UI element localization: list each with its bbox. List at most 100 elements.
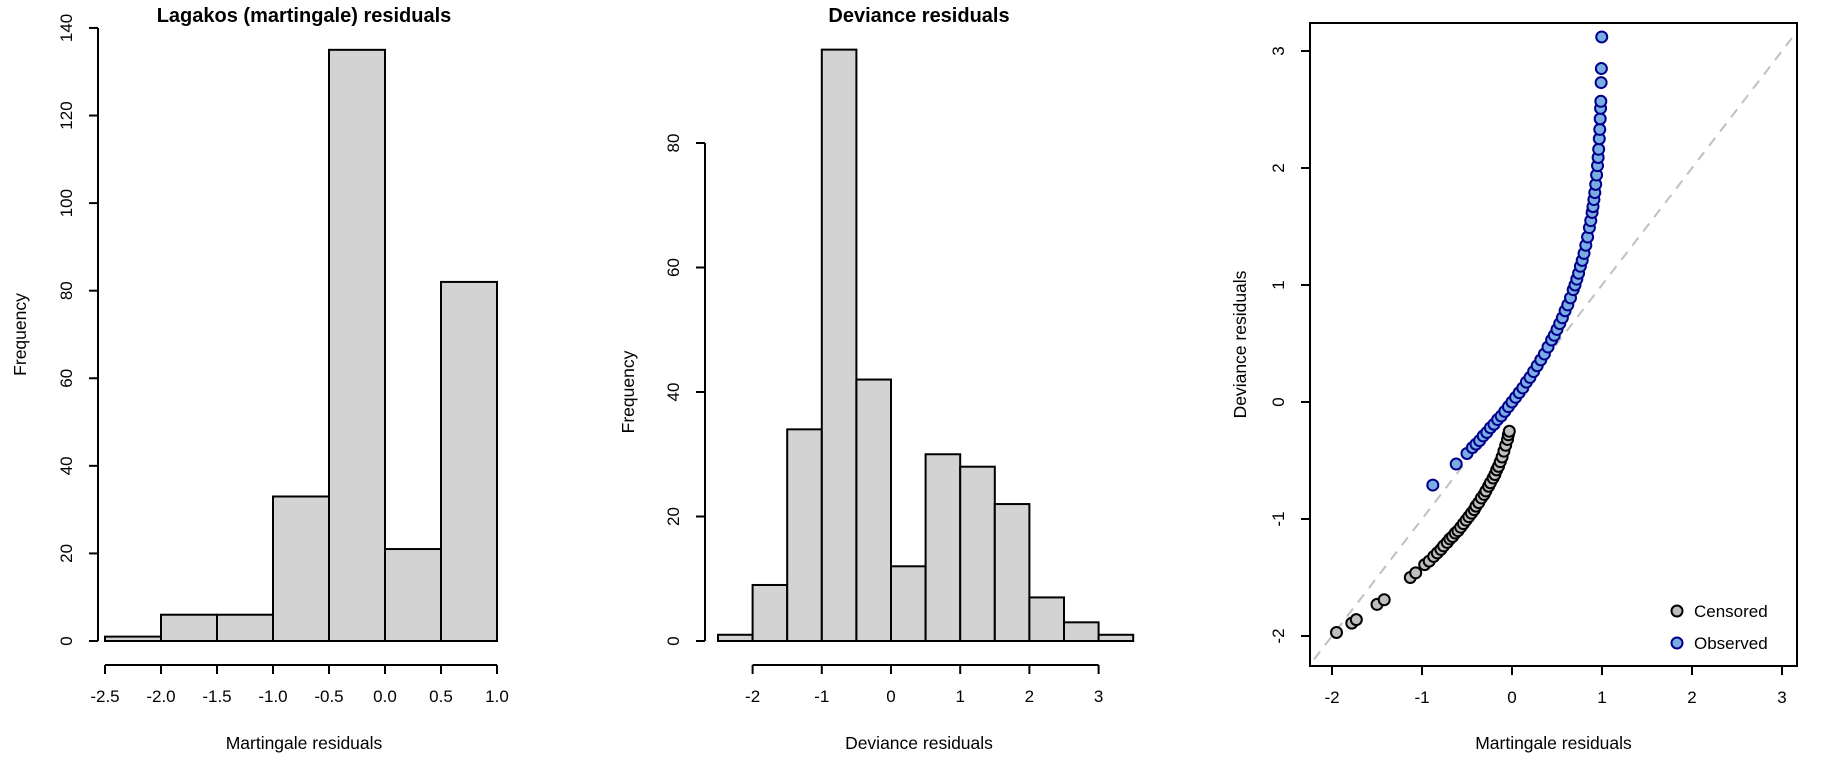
x-tick-label: 1 [955,687,964,706]
histogram-bars [104,48,498,643]
x-tick-label: -2 [1324,688,1339,707]
scatter-point-censored [1349,613,1363,627]
scatter-point-observed [1594,76,1608,90]
y-tick-label: 3 [1269,46,1288,55]
y-tick-label: 80 [57,281,76,300]
scatter-point-observed [1594,94,1608,108]
x-tick-label: 1 [1597,688,1606,707]
histogram-bar [160,613,218,643]
histogram-bar [328,48,386,642]
qq-scatter-svg: -2 -1 0 1 2 3 -2 -1 0 1 2 3 Censored Observed Martinga… [1216,0,1824,768]
panel-deviance-histogram: 0 20 40 60 80 -2 -1 0 1 2 3 Deviance residuals Devia… [608,0,1216,768]
series-observed [1426,30,1609,492]
chart-title: Deviance residuals [828,5,1009,27]
y-axis: 0 20 40 60 80 100 120 140 [57,14,99,646]
y-tick-label: 0 [1269,397,1288,406]
legend: Censored Observed [1670,602,1768,653]
histogram-bar [384,548,442,643]
x-tick-label: -1 [1414,688,1429,707]
x-tick-label: -0.5 [314,687,343,706]
y-axis-label: Frequency [618,350,638,433]
scatter-point-observed [1592,142,1606,156]
panel-qq-scatter: -2 -1 0 1 2 3 -2 -1 0 1 2 3 Censored Observed Martinga… [1216,0,1824,768]
y-tick-label: 40 [664,383,683,402]
x-tick-label: -1.0 [258,687,287,706]
histogram-bar [890,565,927,642]
x-tick-label: -1.5 [202,687,231,706]
scatter-point-observed [1594,62,1608,76]
histogram-bar [216,613,274,643]
plot-box [1309,22,1798,667]
x-tick-label: 0 [886,687,895,706]
x-tick-label: 0.5 [429,687,453,706]
legend-label-observed: Observed [1694,634,1768,653]
x-axis-label: Deviance residuals [845,733,993,753]
x-axis: -2 -1 0 1 2 3 [745,664,1103,706]
x-tick-label: 3 [1094,687,1103,706]
x-tick-label: 2 [1687,688,1696,707]
histogram-bar [786,428,823,642]
y-tick-label: -2 [1269,628,1288,643]
x-tick-label: -2.5 [90,687,119,706]
histogram-bar [440,280,498,642]
panel-martingale-histogram: 0 20 40 60 80 100 120 140 -2.5 -2.0 -1.5 -1.0 -0.5 0.… [0,0,608,768]
histogram-bar [272,495,330,643]
scatter-point-censored [1409,566,1423,580]
y-tick-label: 1 [1269,280,1288,289]
x-tick-label: -1 [814,687,829,706]
x-tick-label: 0.0 [373,687,397,706]
y-tick-label: 60 [57,369,76,388]
y-axis-label: Frequency [10,293,30,376]
y-tick-label: 20 [57,544,76,563]
histogram-bar [751,583,789,642]
y-tick-label: 40 [57,456,76,475]
x-axis: -2.5 -2.0 -1.5 -1.0 -0.5 0.0 0.5 1.0 [90,664,509,706]
scatter-point-censored [1330,625,1343,639]
scatter-point-censored [1377,593,1391,607]
y-tick-label: 0 [664,636,683,645]
y-tick-label: 120 [57,101,76,129]
x-axis-label: Martingale residuals [1475,733,1632,753]
y-tick-label: 140 [57,14,76,42]
scatter-point-observed [1593,122,1607,136]
histogram-bar [1028,596,1065,642]
scatter-point-observed [1595,30,1609,44]
histogram-bar [924,453,962,642]
y-axis: -2 -1 0 1 2 3 [1269,46,1310,644]
x-tick-label: -2 [745,687,760,706]
x-axis: -2 -1 0 1 2 3 [1324,666,1787,707]
legend-label-censored: Censored [1694,602,1768,621]
x-tick-label: -2.0 [146,687,175,706]
y-axis-label: Deviance residuals [1230,270,1250,418]
legend-marker-censored [1670,604,1684,618]
scatter-point-observed [1593,112,1607,126]
x-tick-label: 3 [1777,688,1786,707]
martingale-histogram-svg: 0 20 40 60 80 100 120 140 -2.5 -2.0 -1.5 -1.0 -0.5 0.… [0,0,608,768]
histogram-bar [104,635,162,642]
y-tick-label: -1 [1269,511,1288,526]
scatter-point-observed [1449,457,1463,471]
x-tick-label: 2 [1025,687,1034,706]
y-tick-label: 80 [664,134,683,153]
histogram-bar [820,48,858,642]
y-tick-label: 60 [664,258,683,277]
histogram-bar [993,503,1031,642]
x-tick-label: 0 [1507,688,1516,707]
chart-title: Lagakos (martingale) residuals [157,5,452,27]
y-tick-label: 100 [57,189,76,217]
scatter-point-censored [1502,424,1516,438]
legend-marker-observed [1670,636,1684,650]
x-axis-label: Martingale residuals [226,733,383,753]
identity-reference-line [1313,32,1797,661]
x-tick-label: 1.0 [485,687,509,706]
y-tick-label: 20 [664,507,683,526]
y-tick-label: 2 [1269,163,1288,172]
histogram-bar [959,465,996,643]
y-tick-label: 0 [57,636,76,645]
scatter-point-observed [1426,478,1440,492]
histogram-bar [1097,633,1135,643]
series-censored [1330,424,1516,639]
y-axis: 0 20 40 60 80 [664,134,706,646]
histogram-bar [855,378,892,642]
